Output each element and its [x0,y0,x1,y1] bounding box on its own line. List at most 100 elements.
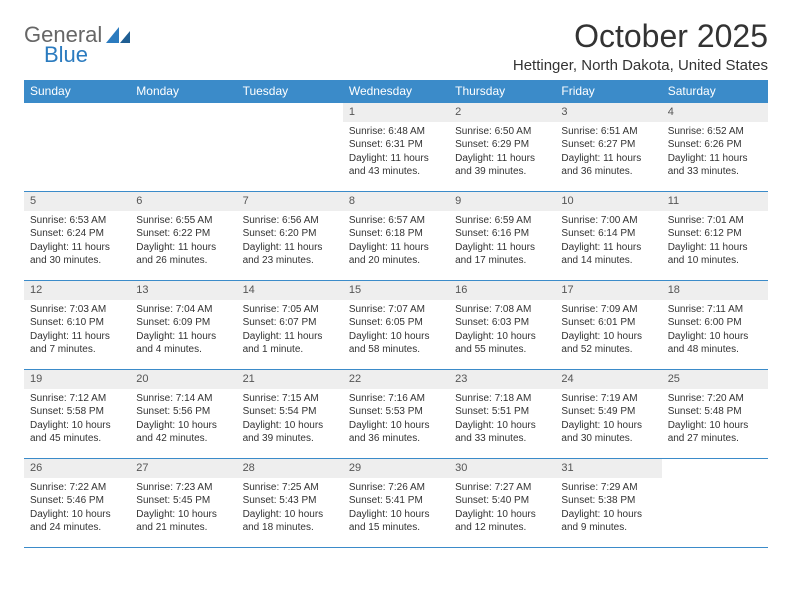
day-number: 9 [449,192,555,211]
sunset-text: Sunset: 6:05 PM [349,316,443,330]
sunrise-text: Sunrise: 6:50 AM [455,125,549,139]
calendar-day: 12Sunrise: 7:03 AMSunset: 6:10 PMDayligh… [24,281,130,369]
day-number: 28 [237,459,343,478]
day-number: 20 [130,370,236,389]
calendar-day: 16Sunrise: 7:08 AMSunset: 6:03 PMDayligh… [449,281,555,369]
daylight-text: Daylight: 10 hours and 48 minutes. [668,330,762,357]
daylight-text: Daylight: 10 hours and 39 minutes. [243,419,337,446]
sunrise-text: Sunrise: 7:01 AM [668,214,762,228]
sunset-text: Sunset: 6:20 PM [243,227,337,241]
sunrise-text: Sunrise: 7:27 AM [455,481,549,495]
logo-text-blue: Blue [44,42,88,68]
day-details: Sunrise: 6:57 AMSunset: 6:18 PMDaylight:… [343,211,449,274]
sunrise-text: Sunrise: 7:23 AM [136,481,230,495]
daylight-text: Daylight: 10 hours and 58 minutes. [349,330,443,357]
calendar-day: 9Sunrise: 6:59 AMSunset: 6:16 PMDaylight… [449,192,555,280]
sunset-text: Sunset: 5:48 PM [668,405,762,419]
day-details: Sunrise: 7:29 AMSunset: 5:38 PMDaylight:… [555,478,661,541]
calendar-day-empty [237,103,343,191]
sunset-text: Sunset: 6:24 PM [30,227,124,241]
sunset-text: Sunset: 5:54 PM [243,405,337,419]
calendar-day: 14Sunrise: 7:05 AMSunset: 6:07 PMDayligh… [237,281,343,369]
day-details: Sunrise: 7:01 AMSunset: 6:12 PMDaylight:… [662,211,768,274]
calendar-body: 1Sunrise: 6:48 AMSunset: 6:31 PMDaylight… [24,102,768,548]
daylight-text: Daylight: 10 hours and 45 minutes. [30,419,124,446]
daylight-text: Daylight: 10 hours and 55 minutes. [455,330,549,357]
sunset-text: Sunset: 6:01 PM [561,316,655,330]
calendar-day: 3Sunrise: 6:51 AMSunset: 6:27 PMDaylight… [555,103,661,191]
day-number: 10 [555,192,661,211]
day-details: Sunrise: 6:48 AMSunset: 6:31 PMDaylight:… [343,122,449,185]
sunset-text: Sunset: 5:43 PM [243,494,337,508]
calendar-day: 31Sunrise: 7:29 AMSunset: 5:38 PMDayligh… [555,459,661,547]
sunrise-text: Sunrise: 7:09 AM [561,303,655,317]
calendar-day: 26Sunrise: 7:22 AMSunset: 5:46 PMDayligh… [24,459,130,547]
day-details: Sunrise: 7:20 AMSunset: 5:48 PMDaylight:… [662,389,768,452]
sunset-text: Sunset: 6:14 PM [561,227,655,241]
day-number: 15 [343,281,449,300]
day-number: 27 [130,459,236,478]
daylight-text: Daylight: 10 hours and 30 minutes. [561,419,655,446]
daylight-text: Daylight: 11 hours and 23 minutes. [243,241,337,268]
sunrise-text: Sunrise: 6:53 AM [30,214,124,228]
daylight-text: Daylight: 11 hours and 30 minutes. [30,241,124,268]
day-details: Sunrise: 6:51 AMSunset: 6:27 PMDaylight:… [555,122,661,185]
day-number: 19 [24,370,130,389]
sunrise-text: Sunrise: 6:51 AM [561,125,655,139]
day-details: Sunrise: 7:22 AMSunset: 5:46 PMDaylight:… [24,478,130,541]
day-details: Sunrise: 7:15 AMSunset: 5:54 PMDaylight:… [237,389,343,452]
sunset-text: Sunset: 5:46 PM [30,494,124,508]
sunset-text: Sunset: 5:51 PM [455,405,549,419]
calendar-day: 11Sunrise: 7:01 AMSunset: 6:12 PMDayligh… [662,192,768,280]
day-number: 31 [555,459,661,478]
sunset-text: Sunset: 6:12 PM [668,227,762,241]
day-header-cell: Friday [555,80,661,102]
day-header-cell: Monday [130,80,236,102]
daylight-text: Daylight: 10 hours and 18 minutes. [243,508,337,535]
day-number: 26 [24,459,130,478]
day-details: Sunrise: 7:08 AMSunset: 6:03 PMDaylight:… [449,300,555,363]
daylight-text: Daylight: 10 hours and 12 minutes. [455,508,549,535]
calendar-day: 24Sunrise: 7:19 AMSunset: 5:49 PMDayligh… [555,370,661,458]
day-details: Sunrise: 6:55 AMSunset: 6:22 PMDaylight:… [130,211,236,274]
day-details: Sunrise: 7:27 AMSunset: 5:40 PMDaylight:… [449,478,555,541]
sunrise-text: Sunrise: 7:26 AM [349,481,443,495]
day-header-cell: Sunday [24,80,130,102]
calendar-day: 29Sunrise: 7:26 AMSunset: 5:41 PMDayligh… [343,459,449,547]
sunset-text: Sunset: 6:03 PM [455,316,549,330]
daylight-text: Daylight: 11 hours and 39 minutes. [455,152,549,179]
day-number: 25 [662,370,768,389]
day-number: 11 [662,192,768,211]
sunset-text: Sunset: 6:29 PM [455,138,549,152]
calendar-day: 10Sunrise: 7:00 AMSunset: 6:14 PMDayligh… [555,192,661,280]
day-number: 23 [449,370,555,389]
calendar-day-empty [662,459,768,547]
calendar-day: 2 Sunrise: 6:50 AMSunset: 6:29 PMDaylight… [449,103,555,191]
calendar-day: 18Sunrise: 7:11 AMSunset: 6:00 PMDayligh… [662,281,768,369]
day-number: 2 [449,103,555,122]
daylight-text: Daylight: 10 hours and 9 minutes. [561,508,655,535]
day-details: Sunrise: 7:05 AMSunset: 6:07 PMDaylight:… [237,300,343,363]
page-header: General Blue October 2025 Hettinger, Nor… [24,18,768,74]
day-number: 21 [237,370,343,389]
calendar-day: 6Sunrise: 6:55 AMSunset: 6:22 PMDaylight… [130,192,236,280]
daylight-text: Daylight: 10 hours and 24 minutes. [30,508,124,535]
sunrise-text: Sunrise: 6:48 AM [349,125,443,139]
calendar-week: 26Sunrise: 7:22 AMSunset: 5:46 PMDayligh… [24,459,768,548]
daylight-text: Daylight: 10 hours and 27 minutes. [668,419,762,446]
sunset-text: Sunset: 6:00 PM [668,316,762,330]
daylight-text: Daylight: 11 hours and 17 minutes. [455,241,549,268]
calendar-day: 5Sunrise: 6:53 AMSunset: 6:24 PMDaylight… [24,192,130,280]
calendar-day: 22Sunrise: 7:16 AMSunset: 5:53 PMDayligh… [343,370,449,458]
day-header-row: SundayMondayTuesdayWednesdayThursdayFrid… [24,80,768,102]
day-number: 22 [343,370,449,389]
sunrise-text: Sunrise: 7:07 AM [349,303,443,317]
calendar-day-empty [130,103,236,191]
daylight-text: Daylight: 10 hours and 36 minutes. [349,419,443,446]
day-number: 24 [555,370,661,389]
sunrise-text: Sunrise: 7:11 AM [668,303,762,317]
calendar-day: 20Sunrise: 7:14 AMSunset: 5:56 PMDayligh… [130,370,236,458]
daylight-text: Daylight: 11 hours and 4 minutes. [136,330,230,357]
sunset-text: Sunset: 5:58 PM [30,405,124,419]
sunrise-text: Sunrise: 7:19 AM [561,392,655,406]
